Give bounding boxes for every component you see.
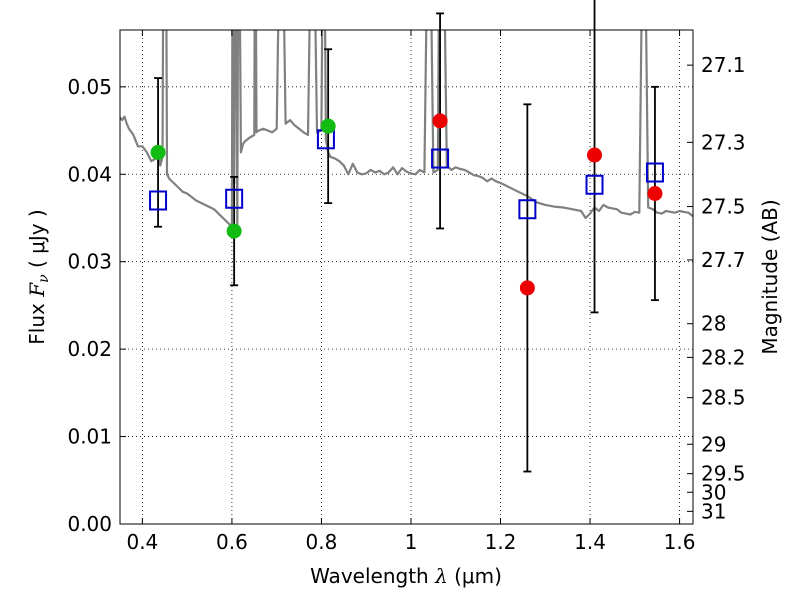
y-tick-label: 0.00 <box>67 512 112 536</box>
y-tick-label: 0.05 <box>67 75 112 99</box>
x-tick-label: 1.2 <box>485 530 517 554</box>
model-photometry-square <box>518 199 537 220</box>
y2-tick-label: 28 <box>701 312 726 336</box>
y-tick-label: 0.01 <box>67 425 112 449</box>
y2-tick-label: 27.1 <box>701 53 746 77</box>
x-tick-label: 1.4 <box>574 530 606 554</box>
model-photometry-square <box>645 162 664 183</box>
model-photometry-square <box>225 188 244 209</box>
y2-tick-label: 28.5 <box>701 386 746 410</box>
y-axis-label: Flux Fν ( μJy ) <box>25 209 52 344</box>
x-tick-label: 0.6 <box>216 530 248 554</box>
y-tick-label: 0.02 <box>67 337 112 361</box>
y2-tick-label: 27.3 <box>701 130 746 154</box>
model-photometry-square <box>431 148 450 169</box>
x-tick-label: 1.6 <box>664 530 696 554</box>
model-photometry-square <box>149 190 168 211</box>
nir-point <box>647 186 663 202</box>
y2-tick-label: 29.5 <box>701 462 746 486</box>
y-tick-label: 0.03 <box>67 250 112 274</box>
markers-layer <box>149 113 664 296</box>
y-axis-left: 0.00 0.01 0.02 0.03 0.04 0.05 <box>67 75 126 536</box>
model-photometry-square <box>585 174 604 195</box>
x-axis: 0.4 0.6 0.8 1 1.2 1.4 1.6 <box>126 30 695 554</box>
y2-tick-label: 31 <box>701 499 726 523</box>
model-spectrum-line <box>120 30 693 228</box>
nir-point <box>519 280 535 296</box>
optical-point <box>150 144 166 160</box>
y2-tick-label: 27.5 <box>701 195 746 219</box>
optical-point <box>226 223 242 239</box>
x-tick-label: 0.4 <box>126 530 158 554</box>
model-spectrum-layer <box>120 30 693 228</box>
y2-tick-label: 28.2 <box>701 345 746 369</box>
y2-tick-label: 30 <box>701 480 726 504</box>
nir-point <box>587 147 603 163</box>
x-axis-label: Wavelength λ (μm) <box>310 564 502 588</box>
plot-frame <box>119 29 694 525</box>
x-tick-label: 1 <box>405 530 418 554</box>
y2-axis-label: Magnitude (AB) <box>758 199 782 354</box>
y2-tick-label: 29 <box>701 432 726 456</box>
nir-point <box>432 113 448 129</box>
y-tick-label: 0.04 <box>67 162 112 186</box>
y2-tick-label: 27.7 <box>701 248 746 272</box>
optical-point <box>320 118 336 134</box>
x-tick-label: 0.8 <box>306 530 338 554</box>
